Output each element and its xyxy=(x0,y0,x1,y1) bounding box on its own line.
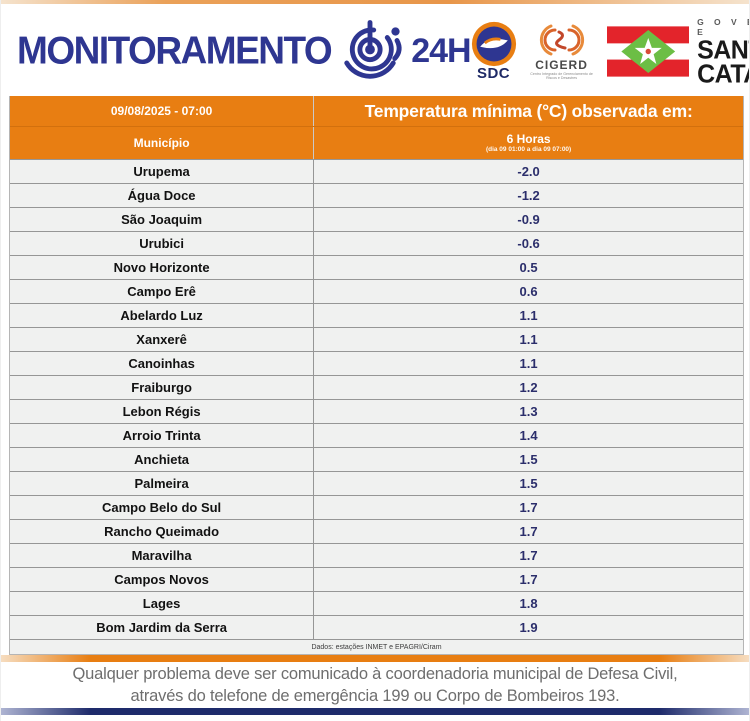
cigerd-label: CIGERD xyxy=(535,57,588,72)
municipio-cell: Novo Horizonte xyxy=(10,256,315,279)
temperatura-cell: 1.2 xyxy=(519,380,538,395)
cigerd-sublabel: Centro Integrado de Gerenciamento de Ris… xyxy=(530,71,593,80)
table-row: Abelardo Luz 1.1 xyxy=(10,303,743,327)
temperatura-cell: -0.9 xyxy=(517,212,540,227)
municipio-cell: Canoinhas xyxy=(10,352,315,375)
data-source-label: Dados: estações INMET e EPAGRI/Ciram xyxy=(311,643,442,651)
temperatura-cell: 1.7 xyxy=(519,548,538,563)
table-row: Canoinhas 1.1 xyxy=(10,351,743,375)
governo-de-label: G O V E R N O D E xyxy=(697,16,749,37)
page-title: MONITORAMENTO xyxy=(17,28,333,72)
municipio-cell: São Joaquim xyxy=(10,208,315,231)
period-label: 6 Horas xyxy=(506,131,551,146)
table-subheader-row: Município 6 Horas (dia 09 01:00 a dia 09… xyxy=(10,127,743,159)
municipio-cell: Xanxerê xyxy=(10,328,315,351)
catarina-label: CATARINA xyxy=(697,58,749,89)
table-row: Anchieta 1.5 xyxy=(10,447,743,471)
temperatura-cell: 1.7 xyxy=(519,524,538,539)
table-row: Campo Erê 0.6 xyxy=(10,279,743,303)
brand: MONITORAMENTO 24H xyxy=(17,15,472,87)
governo-sc-logo: G O V E R N O D E SANTA CATARINA xyxy=(606,16,749,89)
temperatura-cell: 1.8 xyxy=(519,596,538,611)
temperatura-cell: 0.5 xyxy=(519,260,538,275)
top-divider xyxy=(1,0,749,4)
table-row: Palmeira 1.5 xyxy=(10,471,743,495)
table-header-row: 09/08/2025 - 07:00 Temperatura mínima (°… xyxy=(10,96,743,127)
table-title: Temperatura mínima (°C) observada em: xyxy=(364,100,693,121)
temperatura-cell: -1.2 xyxy=(517,188,540,203)
table-row: Maravilha 1.7 xyxy=(10,543,743,567)
temperatura-cell: -2.0 xyxy=(517,164,540,179)
temperature-table: 09/08/2025 - 07:00 Temperatura mínima (°… xyxy=(9,96,744,655)
table-row: Urupema -2.0 xyxy=(10,159,743,183)
municipio-cell: Bom Jardim da Serra xyxy=(10,616,315,639)
table-row: Urubici -0.6 xyxy=(10,231,743,255)
period-column-header: 6 Horas (dia 09 01:00 a dia 09 07:00) xyxy=(314,127,743,159)
masthead: MONITORAMENTO 24H xyxy=(1,4,749,96)
source-row: Dados: estações INMET e EPAGRI/Ciram xyxy=(10,639,743,654)
navy-divider xyxy=(1,708,749,715)
municipio-cell: Anchieta xyxy=(10,448,315,471)
municipio-cell: Palmeira xyxy=(10,472,315,495)
sdc-logo: SDC xyxy=(471,21,517,82)
temperatura-cell: 0.6 xyxy=(519,284,538,299)
datetime-header: 09/08/2025 - 07:00 xyxy=(10,96,315,126)
table-row: Lages 1.8 xyxy=(10,591,743,615)
municipio-cell: Urupema xyxy=(10,160,315,183)
municipio-column-header: Município xyxy=(10,127,315,159)
temperatura-cell: 1.9 xyxy=(519,620,538,635)
table-row: Fraiburgo 1.2 xyxy=(10,375,743,399)
municipio-cell: Rancho Queimado xyxy=(10,520,315,543)
table-row: Lebon Régis 1.3 xyxy=(10,399,743,423)
sc-flag-icon xyxy=(606,25,690,77)
table-row: Campo Belo do Sul 1.7 xyxy=(10,495,743,519)
municipio-cell: Maravilha xyxy=(10,544,315,567)
cigerd-emblem-icon xyxy=(539,24,584,55)
table-row: Novo Horizonte 0.5 xyxy=(10,255,743,279)
table-row: Rancho Queimado 1.7 xyxy=(10,519,743,543)
table-row: Água Doce -1.2 xyxy=(10,183,743,207)
notice-line-1: Qualquer problema deve ser comunicado à … xyxy=(72,664,678,683)
logo-strip: SDC CIGERD Centro Integrado de Gerenciam… xyxy=(471,16,749,89)
temperatura-cell: 1.1 xyxy=(519,332,538,347)
cigerd-logo: CIGERD Centro Integrado de Gerenciamento… xyxy=(527,23,597,80)
temperatura-cell: 1.7 xyxy=(519,500,538,515)
temperatura-cell: 1.5 xyxy=(519,476,538,491)
temperatura-cell: -0.6 xyxy=(517,236,540,251)
table-row: Xanxerê 1.1 xyxy=(10,327,743,351)
notice-line-2: através do telefone de emergência 199 ou… xyxy=(130,686,620,705)
table-row: São Joaquim -0.9 xyxy=(10,207,743,231)
sdc-label: SDC xyxy=(476,64,511,82)
emergency-notice: Qualquer problema deve ser comunicado à … xyxy=(1,662,749,708)
temperatura-cell: 1.5 xyxy=(519,452,538,467)
temperatura-cell: 1.1 xyxy=(519,308,538,323)
table-body: Urupema -2.0 Água Doce -1.2 São Joaquim -0.9 U… xyxy=(10,159,743,639)
santa-label: SANTA xyxy=(697,34,749,65)
municipio-cell: Campo Belo do Sul xyxy=(10,496,315,519)
sdc-emblem-icon xyxy=(471,21,516,66)
temperatura-cell: 1.7 xyxy=(519,572,538,587)
temperatura-cell: 1.4 xyxy=(519,428,538,443)
municipio-cell: Abelardo Luz xyxy=(10,304,315,327)
municipio-cell: Água Doce xyxy=(10,184,315,207)
governo-text: G O V E R N O D E SANTA CATARINA xyxy=(697,16,749,89)
municipio-cell: Arroio Trinta xyxy=(10,424,315,447)
municipio-cell: Fraiburgo xyxy=(10,376,315,399)
table-row: Bom Jardim da Serra 1.9 xyxy=(10,615,743,639)
orange-divider xyxy=(1,655,749,662)
municipio-cell: Campo Erê xyxy=(10,280,315,303)
municipio-cell: Lages xyxy=(10,592,315,615)
temperatura-cell: 1.3 xyxy=(519,404,538,419)
table-row: Arroio Trinta 1.4 xyxy=(10,423,743,447)
radar-icon xyxy=(344,20,402,79)
municipio-cell: Lebon Régis xyxy=(10,400,315,423)
badge-24h: 24H xyxy=(411,31,471,70)
period-range-label: (dia 09 01:00 a dia 09 07:00) xyxy=(485,145,572,153)
municipio-cell: Campos Novos xyxy=(10,568,315,591)
municipio-cell: Urubici xyxy=(10,232,315,255)
temperatura-cell: 1.1 xyxy=(519,356,538,371)
table-row: Campos Novos 1.7 xyxy=(10,567,743,591)
